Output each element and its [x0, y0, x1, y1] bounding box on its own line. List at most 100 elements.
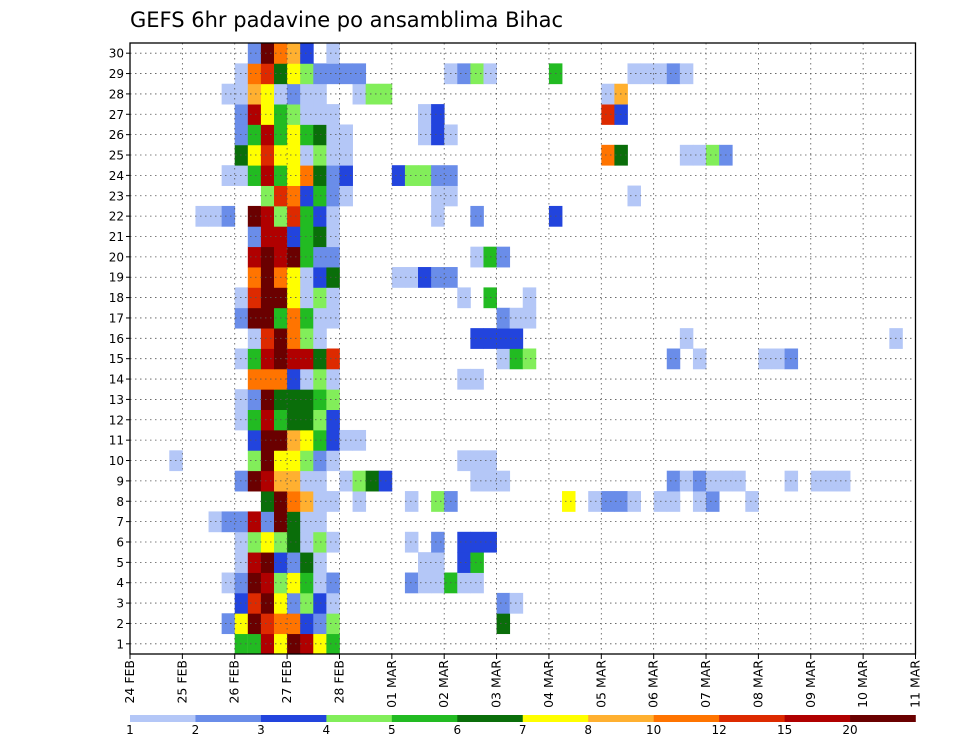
- heatmap-cell: [352, 63, 367, 85]
- heatmap-cell: [470, 328, 484, 349]
- heatmap-cell: [365, 83, 380, 105]
- heatmap-cell: [300, 83, 314, 105]
- heatmap-cell: [496, 613, 511, 635]
- heatmap-cell: [260, 144, 275, 166]
- heatmap-cell: [431, 124, 445, 146]
- heatmap-cell: [326, 409, 340, 431]
- heatmap-cell: [391, 267, 406, 288]
- heatmap-cell: [431, 531, 445, 553]
- heatmap-cell: [247, 429, 262, 451]
- heatmap-cell: [260, 185, 275, 207]
- heatmap-cell: [666, 470, 681, 492]
- heatmap-cells: [169, 43, 903, 655]
- heatmap-cell: [247, 267, 262, 288]
- heatmap-cell: [418, 267, 432, 288]
- heatmap-cell: [287, 124, 301, 146]
- heatmap-cell: [496, 328, 511, 349]
- y-axis: 1234567891011121314151617181920212223242…: [109, 47, 130, 651]
- heatmap-cell: [326, 450, 340, 472]
- heatmap-cell: [287, 552, 301, 573]
- heatmap-cell: [300, 226, 314, 248]
- heatmap-cell: [404, 491, 419, 512]
- y-tick-label: 30: [109, 47, 124, 61]
- y-tick-label: 17: [109, 311, 124, 325]
- heatmap-cell: [287, 531, 301, 553]
- heatmap-cell: [247, 389, 262, 410]
- colorbar-swatch: [130, 715, 196, 722]
- heatmap-cell: [300, 144, 314, 166]
- heatmap-cell: [431, 572, 445, 594]
- heatmap-cell: [326, 592, 340, 614]
- colorbar-swatch: [850, 715, 916, 722]
- heatmap-cell: [247, 63, 262, 85]
- heatmap-cell: [300, 531, 314, 553]
- heatmap-cell: [260, 572, 275, 594]
- x-tick-label: 01 MAR: [384, 660, 399, 708]
- heatmap-cell: [260, 429, 275, 451]
- heatmap-cell: [706, 470, 720, 492]
- heatmap-cell: [260, 43, 275, 64]
- heatmap-cell: [352, 429, 367, 451]
- heatmap-cell: [470, 552, 484, 573]
- heatmap-cell: [287, 592, 301, 614]
- heatmap-cell: [195, 205, 209, 227]
- heatmap-cell: [221, 83, 236, 105]
- y-tick-label: 10: [109, 454, 124, 468]
- heatmap-cell: [287, 450, 301, 472]
- y-tick-label: 25: [109, 149, 124, 163]
- x-tick-label: 06 MAR: [646, 660, 661, 708]
- heatmap-cell: [326, 165, 340, 186]
- colorbar-label: 7: [519, 723, 527, 737]
- heatmap-cell: [287, 409, 301, 431]
- y-tick-label: 21: [109, 230, 124, 244]
- x-tick-label: 24 FEB: [122, 660, 137, 704]
- colorbar-label: 8: [584, 723, 592, 737]
- heatmap-cell: [431, 185, 445, 207]
- heatmap-cell: [404, 531, 419, 553]
- y-tick-label: 22: [109, 210, 124, 224]
- colorbar-label: 10: [646, 723, 661, 737]
- heatmap-cell: [418, 124, 432, 146]
- heatmap-cell: [287, 470, 301, 492]
- heatmap-cell: [221, 613, 236, 635]
- heatmap-cell: [221, 205, 236, 227]
- y-tick-label: 27: [109, 108, 124, 122]
- grid-lines: [130, 43, 916, 654]
- colorbar-label: 1: [126, 723, 134, 737]
- colorbar-swatch: [391, 715, 458, 722]
- heatmap-cell: [326, 389, 340, 410]
- heatmap-cell: [260, 205, 275, 227]
- heatmap-cell: [300, 511, 314, 533]
- heatmap-cell: [260, 633, 275, 655]
- y-tick-label: 18: [109, 291, 124, 305]
- plot-frame: [129, 42, 917, 655]
- heatmap-cell: [300, 307, 314, 329]
- heatmap-cell: [260, 63, 275, 85]
- y-tick-label: 29: [109, 67, 124, 81]
- heatmap-cell: [300, 287, 314, 309]
- heatmap-cell: [260, 246, 275, 268]
- heatmap-cell: [287, 633, 301, 655]
- y-tick-label: 4: [116, 576, 124, 590]
- heatmap-cell: [666, 348, 681, 370]
- heatmap-cell: [522, 307, 537, 329]
- heatmap-cell: [300, 491, 314, 512]
- heatmap-cell: [692, 470, 707, 492]
- y-tick-label: 5: [116, 556, 124, 570]
- heatmap-cell: [300, 185, 314, 207]
- heatmap-cell: [247, 226, 262, 248]
- heatmap-cell: [745, 491, 759, 512]
- heatmap-cell: [300, 348, 314, 370]
- heatmap-cell: [260, 450, 275, 472]
- heatmap-cell: [260, 328, 275, 349]
- heatmap-cell: [287, 205, 301, 227]
- heatmap-cell: [287, 144, 301, 166]
- heatmap-cell: [562, 491, 576, 512]
- x-tick-label: 02 MAR: [436, 660, 451, 708]
- y-tick-label: 8: [116, 495, 124, 509]
- heatmap-cell: [260, 552, 275, 573]
- colorbar-label: 3: [257, 723, 265, 737]
- heatmap-cell: [300, 124, 314, 146]
- colorbar-swatch: [260, 715, 327, 722]
- heatmap-cell: [496, 470, 511, 492]
